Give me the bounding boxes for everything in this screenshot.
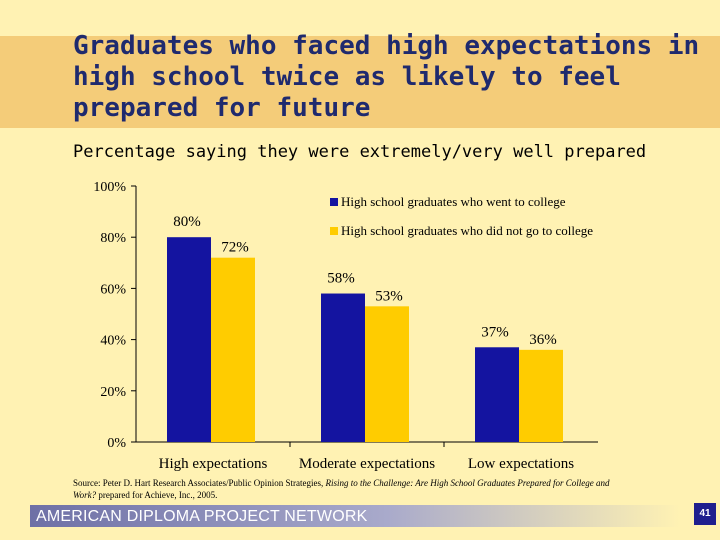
data-label: 37% [481, 324, 509, 340]
data-label: 36% [529, 332, 557, 348]
legend-label: High school graduates who went to colleg… [341, 194, 566, 209]
source-citation: Source: Peter D. Hart Research Associate… [73, 477, 633, 501]
slide-subtitle: Percentage saying they were extremely/ve… [73, 142, 647, 162]
bar [365, 306, 409, 442]
data-label: 53% [375, 288, 403, 304]
footer-network-name: AMERICAN DIPLOMA PROJECT NETWORK [36, 508, 368, 525]
y-tick-label: 80% [100, 231, 126, 246]
legend-swatch [330, 198, 338, 206]
y-tick-label: 60% [100, 282, 126, 297]
slide-title: Graduates who faced high expectations in… [73, 31, 700, 123]
bar [519, 349, 563, 442]
legend-swatch [330, 227, 338, 235]
page-number: 41 [694, 503, 716, 525]
y-tick-label: 0% [107, 436, 126, 451]
bar [475, 347, 519, 442]
y-tick-label: 40% [100, 334, 126, 349]
bar [321, 293, 365, 442]
x-tick-label: Low expectations [468, 456, 574, 472]
source-suffix: prepared for Achieve, Inc., 2005. [96, 490, 218, 500]
title-band [0, 36, 720, 128]
bar [211, 257, 255, 442]
data-label: 80% [173, 214, 201, 230]
bar [167, 237, 211, 442]
source-prefix: Source: Peter D. Hart Research Associate… [73, 478, 326, 488]
y-tick-label: 100% [93, 180, 126, 195]
footer-band [30, 505, 680, 527]
source-report-title: Rising to the Challenge: Are High School… [73, 478, 610, 500]
y-tick-label: 20% [100, 385, 126, 400]
legend-label: High school graduates who did not go to … [341, 223, 593, 238]
x-tick-label: Moderate expectations [299, 456, 435, 472]
data-label: 58% [327, 271, 355, 287]
x-tick-label: High expectations [159, 456, 268, 472]
data-label: 72% [221, 240, 249, 256]
